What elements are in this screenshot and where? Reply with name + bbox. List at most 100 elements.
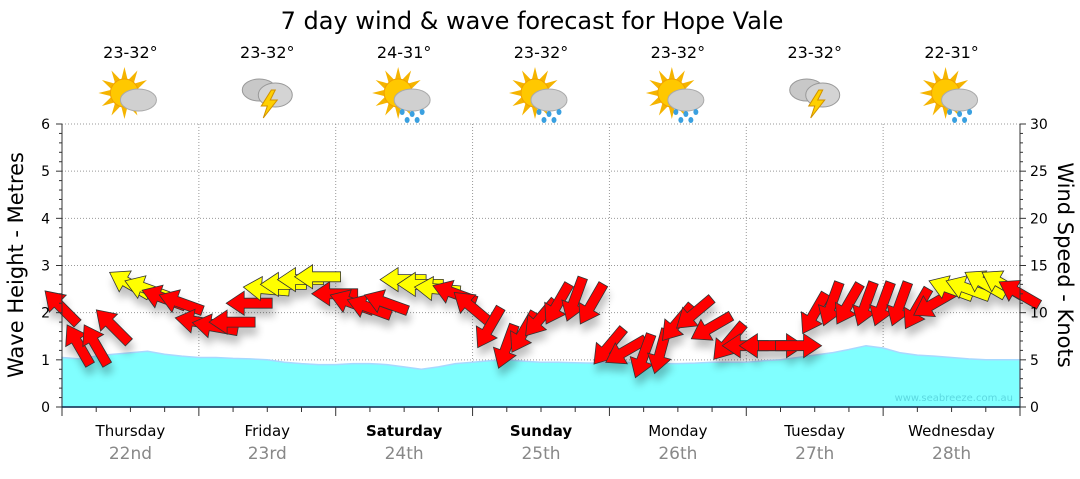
y-axis-label: Wave Height - Metres [4, 152, 28, 378]
temperature-range: 23-32° [651, 43, 706, 62]
sun-ray [385, 103, 394, 116]
wind-arrow [800, 290, 831, 335]
sun-ray [532, 67, 538, 79]
sun-ray [919, 90, 932, 96]
temperature-range: 23-32° [103, 43, 158, 62]
wind-arrow [475, 304, 506, 349]
sun-ray [942, 107, 949, 119]
day-label: Thursday [95, 422, 166, 440]
rain-drop [536, 109, 542, 115]
day-label: Monday [648, 422, 707, 440]
partly-cloudy-icon [98, 67, 157, 119]
sun-ray [101, 97, 114, 106]
rain-drop [541, 117, 547, 123]
wind-arrow [453, 292, 494, 327]
rain-drop [957, 111, 963, 117]
sun-showers-icon [509, 67, 568, 123]
day-label: Friday [245, 422, 291, 440]
date-label: 27th [795, 444, 834, 464]
y-tick-label: 1 [41, 353, 50, 369]
sun-ray [522, 70, 531, 83]
cloud [667, 88, 705, 112]
date-label: 23rd [248, 444, 287, 464]
sun-ray [375, 80, 388, 89]
temperature-range: 23-32° [787, 43, 842, 62]
rain-drop [967, 109, 973, 115]
sun-ray [135, 80, 147, 89]
y2-tick-label: 5 [1030, 353, 1039, 369]
temperature-range: 22-31° [924, 43, 979, 62]
day-label: Wednesday [908, 422, 995, 440]
sun-ray [395, 107, 402, 119]
sun-ray [98, 90, 111, 96]
sun-ray [408, 80, 421, 89]
wind-arrow [835, 281, 865, 325]
wind-arrow [82, 324, 113, 368]
sun-ray [645, 90, 658, 96]
sun-ray [121, 107, 128, 119]
wind-arrow [578, 281, 609, 325]
wind-arrow [869, 280, 896, 327]
sun-ray [128, 70, 138, 83]
sun-ray [101, 80, 114, 89]
wind-arrow [293, 264, 342, 290]
wind-arrow [379, 266, 427, 293]
cloud [530, 88, 568, 112]
temperature-range: 23-32° [240, 43, 295, 62]
date-label: 28th [932, 444, 971, 464]
watermark: www.seabreeze.com.au [895, 393, 1013, 404]
sun-ray [668, 67, 675, 79]
sun-ray [658, 103, 668, 116]
lightning-bolt [260, 89, 279, 119]
rain-drop [419, 109, 425, 115]
cloud [941, 88, 979, 112]
sun-ray [512, 80, 525, 89]
sun-ray [676, 70, 685, 83]
sun-ray [668, 107, 675, 119]
y2-tick-label: 0 [1030, 400, 1039, 416]
sun-ray [942, 67, 949, 79]
sun-ray [375, 97, 388, 106]
wave-height-area [61, 344, 1021, 408]
wind-arrow [208, 309, 256, 335]
sun-ray [956, 80, 969, 89]
sun-ray [649, 97, 662, 106]
wind-arrow [629, 332, 657, 379]
rain-drop [683, 111, 689, 117]
sun-showers-icon [372, 67, 431, 123]
rain-drop [556, 109, 562, 115]
sun-showers-icon [919, 67, 979, 123]
rain-drop [404, 117, 410, 123]
temperature-range: 24-31° [377, 43, 432, 62]
sun-ray [522, 103, 531, 116]
thunderstorm-icon [789, 78, 841, 119]
sun-ray [372, 90, 385, 96]
y-tick-label: 0 [41, 400, 50, 416]
wind-arrow [676, 294, 716, 329]
y-tick-label: 6 [41, 117, 50, 133]
y-tick-label: 4 [41, 211, 50, 227]
day-label: Tuesday [783, 422, 845, 440]
wind-arrow [95, 309, 133, 347]
wind-arrow [775, 332, 823, 359]
y-tick-label: 3 [41, 259, 50, 275]
rain-drop [688, 117, 694, 123]
y2-tick-label: 20 [1030, 211, 1048, 227]
sun-ray [658, 70, 668, 83]
sun-ray [121, 67, 128, 79]
rain-drop [551, 117, 557, 123]
wind-arrow [44, 290, 82, 328]
day-label: Saturday [366, 422, 443, 440]
sun-ray [532, 107, 538, 119]
rain-drop [399, 109, 405, 115]
sun-ray [539, 70, 548, 83]
wind-arrow [65, 324, 95, 368]
lightning-bolt [807, 89, 826, 119]
sun-showers-icon [645, 67, 705, 123]
sun-ray [923, 97, 935, 106]
rain-drop [409, 111, 415, 117]
day-label: Sunday [510, 422, 573, 440]
sun-ray [111, 103, 121, 116]
y2-tick-label: 10 [1030, 306, 1048, 322]
